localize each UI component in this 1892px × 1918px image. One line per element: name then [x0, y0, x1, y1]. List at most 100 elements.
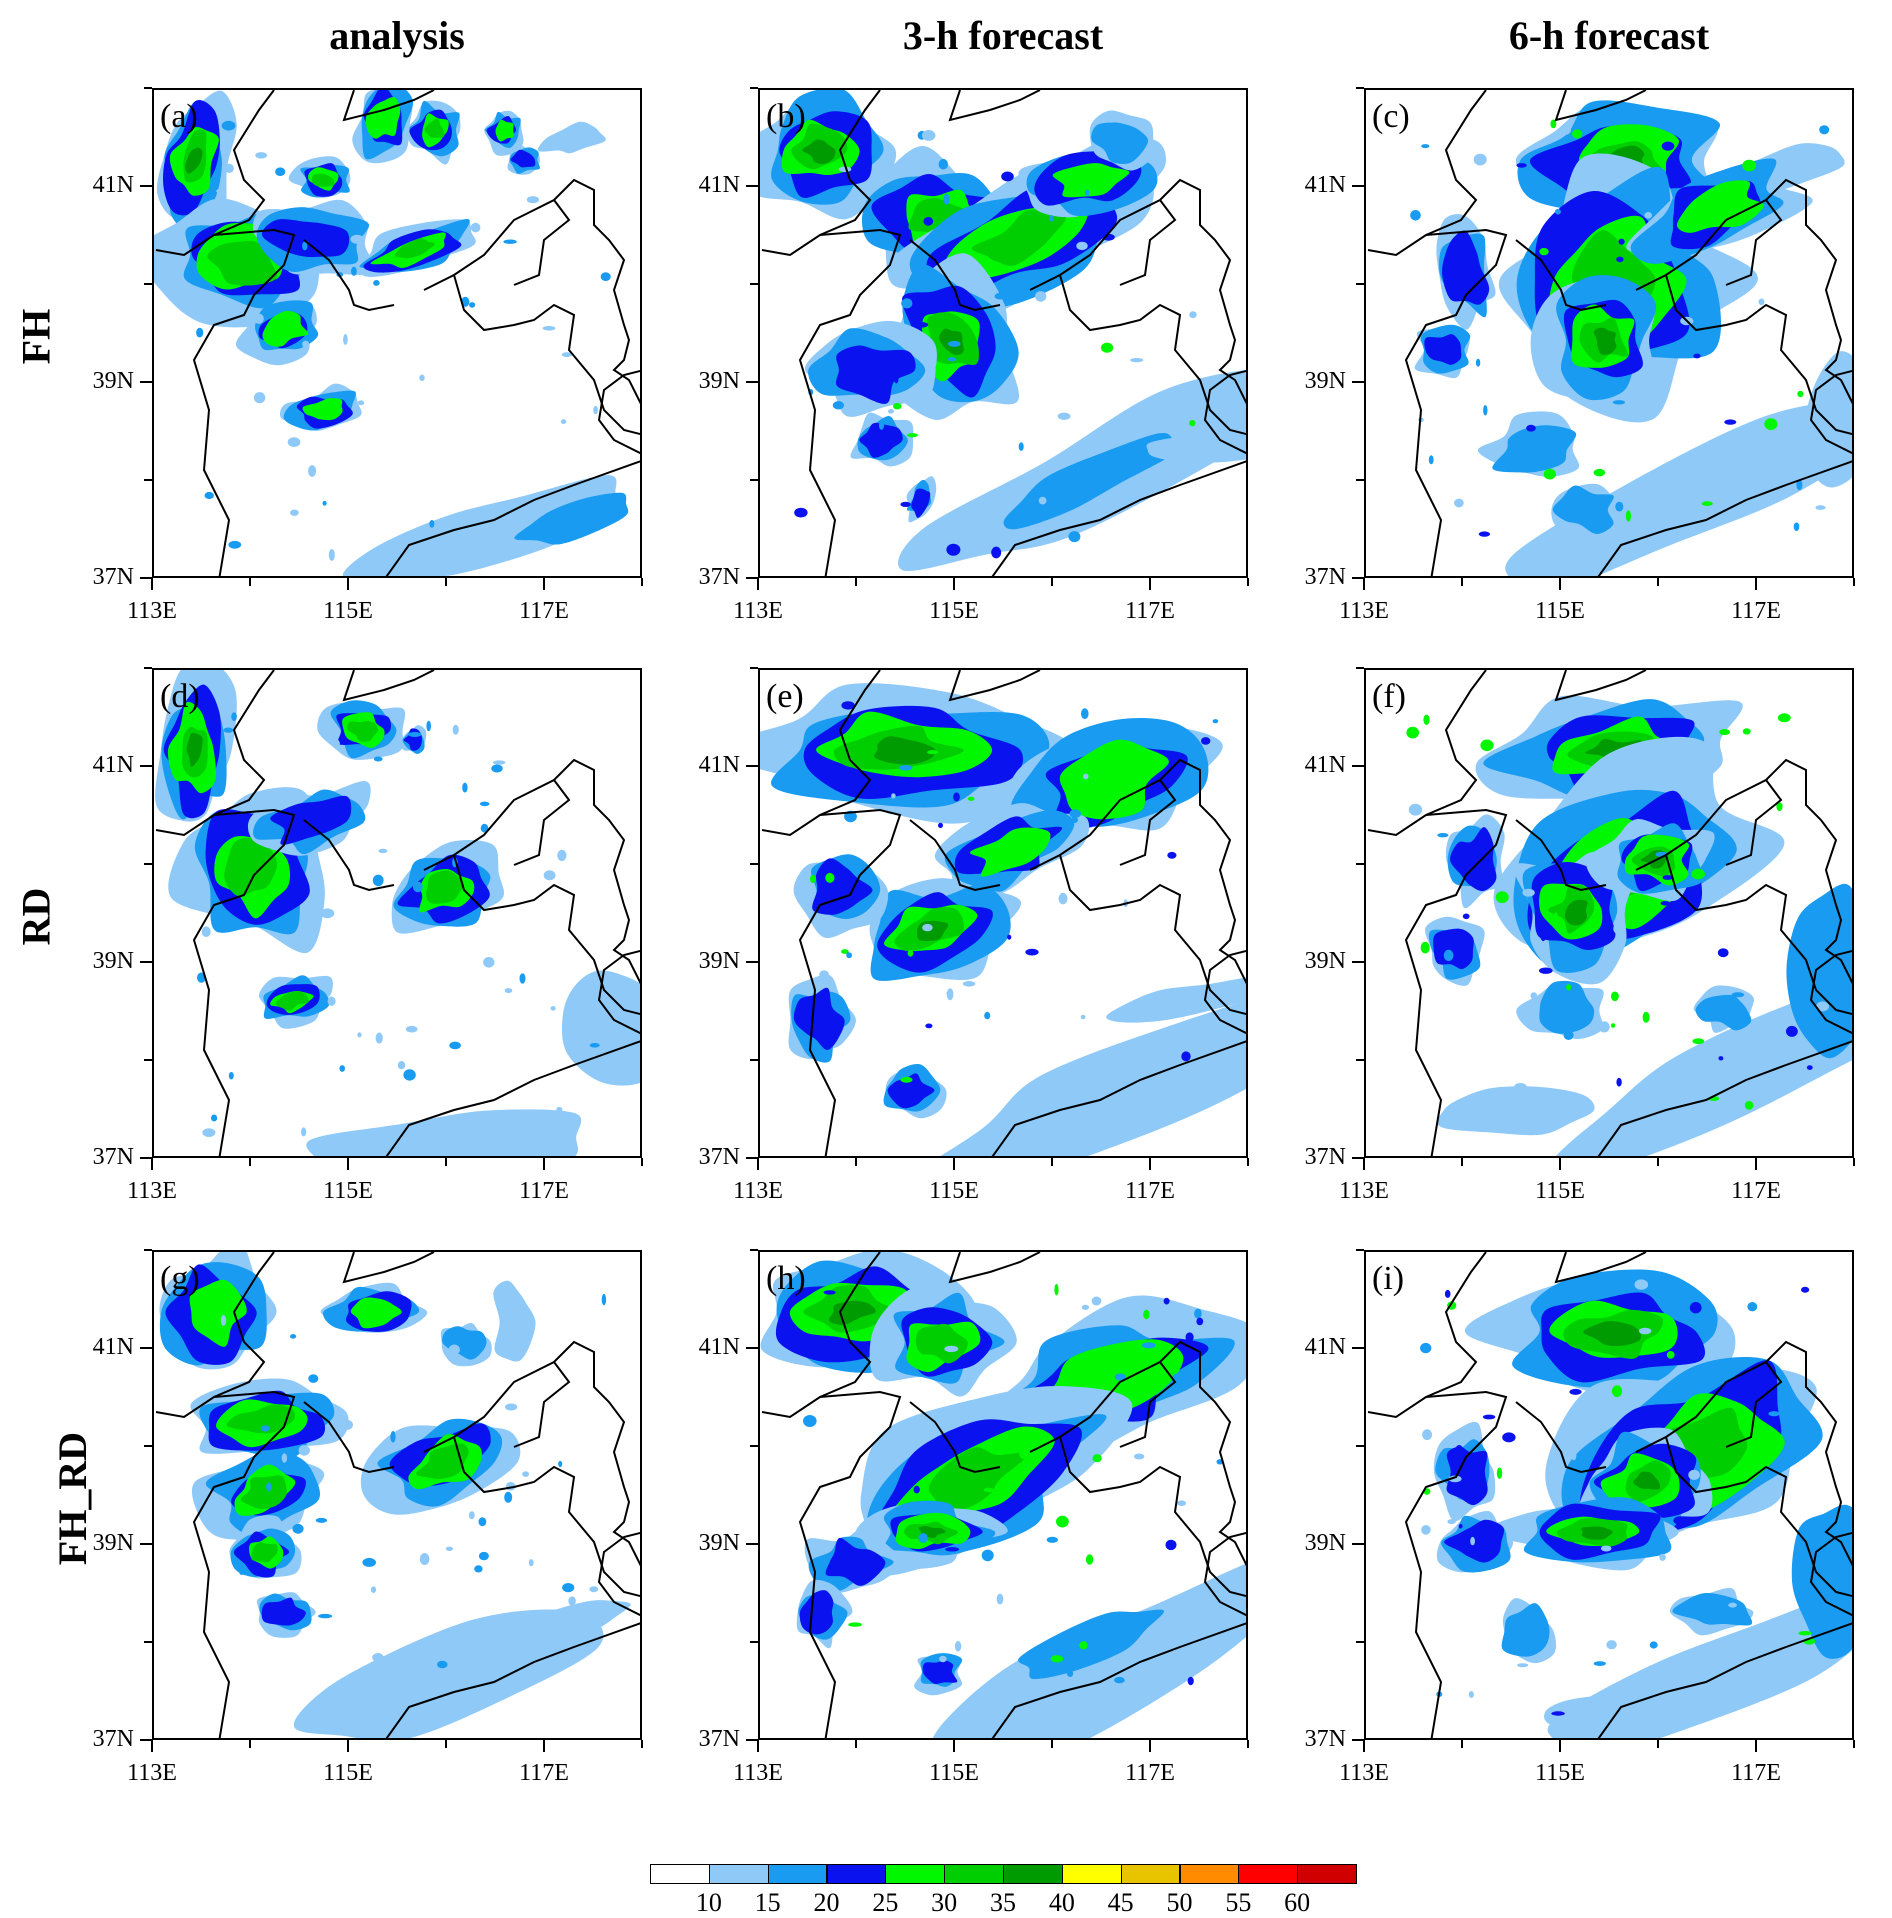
colorbar-swatch: [944, 1864, 1004, 1884]
echo-contour: [1544, 1695, 1709, 1731]
reflectivity-map: [1367, 1252, 1852, 1738]
echo-speck: [390, 1431, 396, 1443]
lat-label: 37N: [92, 1726, 134, 1752]
echo-speck: [339, 1065, 345, 1072]
echo-speck: [266, 1482, 272, 1492]
echo-speck: [1610, 1023, 1616, 1028]
map-frame: [152, 88, 642, 578]
boundary-line: [761, 1252, 881, 1419]
lat-tick: [1356, 87, 1364, 89]
colorbar-swatch: [885, 1864, 946, 1884]
echo-speck: [1526, 424, 1536, 432]
echo-speck: [1764, 418, 1778, 430]
echo-speck: [914, 321, 929, 328]
echo-speck: [419, 1553, 430, 1565]
echo-speck: [372, 874, 384, 887]
echo-contour: [495, 119, 514, 142]
lat-tick: [750, 1059, 758, 1061]
lat-tick: [144, 1059, 152, 1061]
boundary-line: [1029, 1340, 1246, 1567]
lon-label: 117E: [1731, 598, 1781, 624]
echo-speck: [1046, 1536, 1058, 1543]
echo-speck: [1801, 1286, 1810, 1293]
echo-speck: [916, 489, 928, 498]
echo-speck: [1563, 1030, 1574, 1040]
boundary-line: [423, 758, 640, 985]
map-frame: [152, 1250, 642, 1740]
echo-speck: [888, 409, 894, 414]
lat-label: 37N: [1304, 1144, 1346, 1170]
echo-speck: [1091, 1296, 1102, 1306]
echo-speck: [1181, 1051, 1191, 1062]
echo-speck: [1480, 739, 1494, 752]
echo-contour: [1052, 163, 1130, 198]
lon-tick: [1363, 1740, 1365, 1752]
lon-tick: [1559, 1740, 1561, 1752]
boundary-line: [1554, 1252, 1647, 1284]
echo-contour: [1501, 1603, 1550, 1657]
echo-speck: [947, 357, 957, 362]
colorbar-label: 10: [695, 1888, 722, 1917]
echo-speck: [1177, 1500, 1187, 1506]
echo-contour: [1446, 1446, 1488, 1506]
echo-speck: [1566, 984, 1572, 991]
map-panel: (a): [152, 88, 642, 585]
echo-speck: [1693, 353, 1701, 359]
echo-speck: [1406, 726, 1419, 739]
echo-contour: [275, 991, 309, 1011]
echo-speck: [1731, 992, 1745, 998]
lat-tick: [140, 1543, 152, 1545]
echo-contour: [416, 1443, 469, 1479]
lon-tick: [1853, 1158, 1855, 1166]
echo-speck: [1069, 809, 1081, 818]
lat-tick: [140, 765, 152, 767]
echo-speck: [1422, 1429, 1433, 1441]
echo-speck: [1522, 888, 1535, 897]
echo-speck: [1070, 816, 1078, 823]
echo-speck: [375, 1032, 383, 1044]
echo-speck: [825, 872, 835, 883]
echo-speck: [378, 848, 388, 854]
echo-speck: [412, 881, 423, 893]
echo-speck: [332, 739, 340, 747]
reflectivity-map: [154, 90, 640, 576]
lat-label: 39N: [698, 1530, 740, 1556]
echo-speck: [373, 280, 380, 286]
echo-speck: [1496, 1467, 1503, 1479]
echo-speck: [918, 1533, 928, 1543]
echo-speck: [543, 870, 556, 881]
echo-speck: [1057, 412, 1071, 420]
echo-speck: [1689, 1302, 1702, 1314]
echo-speck: [1611, 1385, 1623, 1398]
echo-speck: [195, 888, 204, 893]
echo-contour: [1424, 334, 1462, 365]
boundary-line: [385, 1040, 640, 1156]
echo-speck: [429, 520, 435, 528]
lat-label: 37N: [92, 564, 134, 590]
echo-speck: [308, 465, 317, 477]
lat-label: 37N: [698, 1144, 740, 1170]
echo-speck: [927, 750, 939, 755]
echo-speck: [1728, 1602, 1737, 1608]
echo-contour: [262, 310, 309, 347]
lon-label: 115E: [1535, 1760, 1585, 1786]
echo-speck: [1420, 1342, 1432, 1354]
lat-tick: [1352, 1543, 1364, 1545]
echo-speck: [320, 908, 335, 919]
lat-tick: [746, 185, 758, 187]
lat-tick: [140, 961, 152, 963]
echo-speck: [1613, 922, 1626, 935]
echo-speck: [962, 981, 976, 987]
lon-tick: [641, 1158, 643, 1166]
lat-tick: [746, 1739, 758, 1741]
echo-contour: [1593, 327, 1617, 355]
lon-label: 117E: [1731, 1178, 1781, 1204]
lat-label: 39N: [92, 948, 134, 974]
echo-contour: [1146, 436, 1246, 463]
lon-tick: [249, 578, 251, 586]
lon-tick: [953, 1158, 955, 1170]
lat-tick: [1352, 961, 1364, 963]
echo-speck: [1185, 1332, 1194, 1342]
echo-speck: [419, 374, 425, 381]
lon-label: 113E: [1339, 598, 1389, 624]
